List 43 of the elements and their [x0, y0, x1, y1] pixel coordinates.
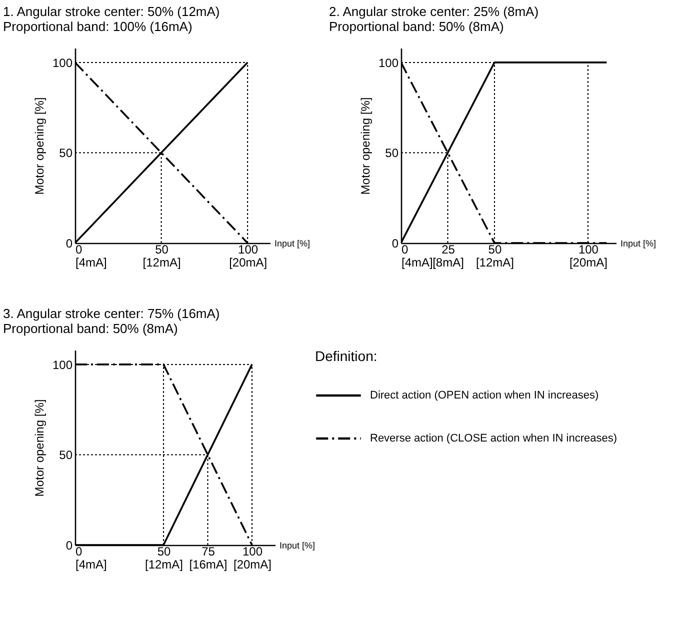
x2-tick-label: [4mA] [76, 256, 107, 270]
y-tick-label: 100 [52, 56, 73, 70]
y-tick-label: 100 [378, 56, 399, 70]
x-tick-label: 0 [402, 242, 408, 256]
x-tick-label: 50 [157, 544, 171, 558]
chart-title: 2. Angular stroke center: 25% (8mA) [328, 4, 539, 19]
x-axis-title: Input [%] [620, 238, 656, 248]
chart-title: 3. Angular stroke center: 75% (16mA) [2, 306, 220, 321]
y-tick-label: 50 [59, 448, 73, 462]
x-tick-label: 25 [442, 242, 456, 256]
chart-title: 1. Angular stroke center: 50% (12mA) [2, 4, 220, 19]
x2-tick-label: [4mA] [402, 256, 433, 270]
chart-subtitle: Proportional band: 100% (16mA) [2, 19, 192, 34]
x-tick-label: 0 [76, 242, 82, 256]
x2-tick-label: [12mA] [476, 256, 514, 270]
y-tick-label: 50 [385, 146, 399, 160]
legend-title: Definition: [315, 348, 378, 364]
legend-label: Direct action (OPEN action when IN increases) [370, 390, 599, 402]
x2-tick-label: [20mA] [233, 558, 272, 572]
x-axis-title: Input [%] [280, 540, 316, 550]
y-axis-title: Motor opening [%] [32, 399, 46, 497]
y-axis-title: Motor opening [%] [32, 97, 46, 195]
x-axis-title: Input [%] [274, 238, 310, 248]
x-tick-label: 0 [76, 544, 82, 558]
x-tick-label: 50 [155, 242, 169, 256]
x2-tick-label: [20mA] [569, 256, 608, 270]
x-tick-label: 100 [578, 242, 599, 256]
y-tick-label: 50 [59, 146, 73, 160]
x2-tick-label: [20mA] [229, 256, 268, 270]
x-tick-label: 100 [238, 242, 258, 256]
x2-tick-label: [4mA] [76, 558, 107, 572]
x-tick-label: 50 [488, 242, 502, 256]
chart-subtitle: Proportional band: 50% (8mA) [328, 19, 504, 34]
x2-tick-label: [12mA] [144, 558, 184, 572]
x-tick-label: 75 [202, 544, 216, 558]
chart-subtitle: Proportional band: 50% (8mA) [2, 321, 178, 336]
x2-tick-label: [8mA] [432, 256, 464, 270]
y-axis-title: Motor opening [%] [358, 97, 372, 195]
legend-label: Reverse action (CLOSE action when IN increases) [370, 432, 617, 444]
x2-tick-label: [12mA] [142, 256, 181, 270]
y-tick-label: 100 [52, 358, 73, 372]
x-tick-label: 100 [242, 544, 263, 558]
x2-tick-label: [16mA] [189, 558, 228, 572]
